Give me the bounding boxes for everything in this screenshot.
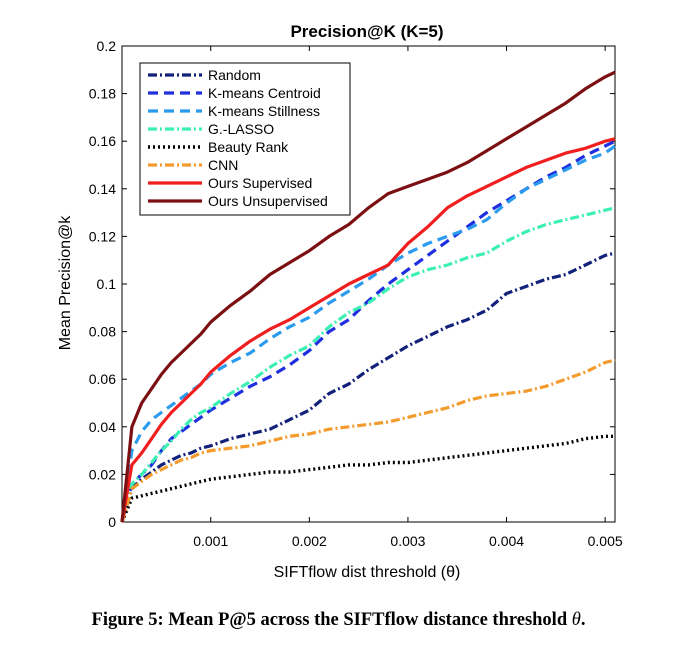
series-line-k-means-stillness: [120, 144, 616, 523]
x-tick-label: 0.002: [292, 533, 327, 549]
caption-symbol: θ: [571, 610, 581, 630]
series-line-ours-supervised: [120, 137, 616, 523]
legend-label: Ours Supervised: [208, 175, 312, 191]
x-tick-label: 0.001: [193, 533, 228, 549]
chart-title: Precision@K (K=5): [290, 22, 443, 41]
caption-label: Figure 5:: [91, 610, 164, 630]
x-axis-ticks: 0.001 0.002 0.003 0.004 0.005: [193, 46, 623, 549]
caption-end: .: [580, 610, 586, 630]
legend: Random K-means Centroid K-means Stillness G…: [139, 62, 351, 216]
series-line-g-lasso: [120, 206, 616, 523]
x-tick-label: 0.005: [588, 533, 623, 549]
y-axis-label: Mean Precision@k: [57, 215, 74, 351]
legend-label: Random: [208, 67, 261, 83]
legend-label: G.-LASSO: [208, 121, 274, 137]
y-tick-label: 0.02: [89, 466, 116, 482]
series-lines: [120, 70, 616, 523]
series-line-random: [120, 251, 616, 523]
caption-text: Mean P@5 across the SIFTflow distance th…: [168, 610, 568, 630]
y-tick-label: 0.1: [97, 276, 117, 292]
x-tick-label: 0.003: [390, 533, 425, 549]
precision-chart: Precision@K (K=5) 0 0.02 0.04 0.06 0.08 0.1 0.…: [57, 22, 623, 581]
y-tick-label: 0.18: [89, 86, 116, 102]
y-tick-label: 0.04: [89, 419, 116, 435]
y-tick-label: 0: [108, 514, 116, 530]
legend-label: Ours Unsupervised: [208, 193, 328, 209]
y-tick-label: 0.08: [89, 324, 116, 340]
y-tick-label: 0.12: [89, 228, 116, 244]
series-line-ours-unsupervised: [120, 70, 616, 523]
legend-box: [139, 62, 351, 216]
legend-label: K-means Centroid: [208, 85, 321, 101]
y-tick-label: 0.16: [89, 133, 116, 149]
y-tick-label: 0.14: [89, 181, 116, 197]
series-line-beauty-rank: [120, 434, 615, 523]
x-axis-label: SIFTflow dist threshold (θ): [274, 564, 461, 581]
x-tick-label: 0.004: [489, 533, 524, 549]
figure-caption: Figure 5: Mean P@5 across the SIFTflow d…: [0, 610, 677, 631]
legend-label: Beauty Rank: [208, 139, 289, 155]
series-line-cnn: [120, 358, 616, 523]
y-axis-ticks: 0 0.02 0.04 0.06 0.08 0.1 0.12 0.14 0.16 0.18 0.2: [89, 38, 615, 530]
y-tick-label: 0.06: [89, 371, 116, 387]
legend-label: K-means Stillness: [208, 103, 320, 119]
legend-label: CNN: [208, 157, 238, 173]
y-tick-label: 0.2: [97, 38, 117, 54]
